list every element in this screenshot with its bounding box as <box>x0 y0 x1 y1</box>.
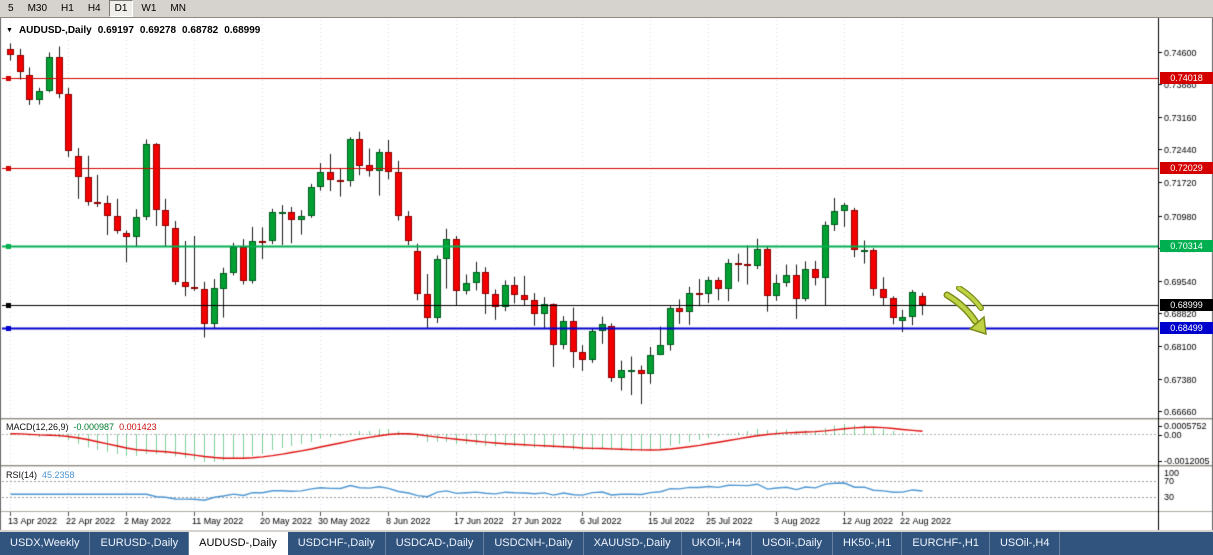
symbol-dropdown-icon[interactable]: ▼ <box>6 26 13 34</box>
tab-ukoil-h4[interactable]: UKOil-,H4 <box>682 532 753 555</box>
macd-name: MACD(12,26,9) <box>6 422 69 432</box>
price-level-tag: 0.68999 <box>1160 299 1213 311</box>
price-chart-canvas[interactable] <box>0 18 1213 530</box>
tab-usdcad-daily[interactable]: USDCAD-,Daily <box>386 532 485 555</box>
price-level-tag: 0.70314 <box>1160 240 1213 252</box>
timeframe-button-w1[interactable]: W1 <box>141 3 157 14</box>
arrow-head <box>968 315 987 336</box>
rsi-name: RSI(14) <box>6 470 38 480</box>
down-arrow-annotation[interactable] <box>942 286 996 338</box>
tab-audusd-daily[interactable]: AUDUSD-,Daily <box>189 532 288 555</box>
timeframe-button-h1[interactable]: H1 <box>61 3 74 14</box>
ohlc-close: 0.68999 <box>224 25 261 36</box>
chart-tabs-bar: USDX,Weekly EURUSD-,Daily AUDUSD-,Daily USD… <box>0 530 1213 555</box>
timeframe-toolbar: 5 M30 H1 H4 D1 W1 MN <box>0 0 1213 18</box>
timeframe-button-d1[interactable]: D1 <box>108 0 134 17</box>
tab-usoil-daily[interactable]: USOil-,Daily <box>752 532 834 555</box>
price-level-tag: 0.72029 <box>1160 162 1213 174</box>
chart-window: ▼ AUDUSD-,Daily 0.69197 0.69278 0.68782 … <box>0 18 1213 530</box>
chart-ohlc-header: ▼ AUDUSD-,Daily 0.69197 0.69278 0.68782 … <box>6 25 260 36</box>
ohlc-low: 0.68782 <box>182 25 219 36</box>
tab-xauusd-daily[interactable]: XAUUSD-,Daily <box>584 532 682 555</box>
tab-eurchf-h1[interactable]: EURCHF-,H1 <box>902 532 990 555</box>
timeframe-button-mn[interactable]: MN <box>170 3 186 14</box>
ohlc-open: 0.69197 <box>97 25 134 36</box>
macd-main-value: -0.000987 <box>73 422 115 432</box>
macd-indicator-label: MACD(12,26,9) -0.000987 0.001423 <box>6 422 157 432</box>
arrow-shaft <box>945 293 977 323</box>
tab-hk50-h1[interactable]: HK50-,H1 <box>833 532 903 555</box>
rsi-indicator-label: RSI(14) 45.2358 <box>6 470 75 480</box>
price-level-tag: 0.74018 <box>1160 72 1213 84</box>
rsi-value: 45.2358 <box>42 470 75 480</box>
timeframe-button-h4[interactable]: H4 <box>87 3 101 14</box>
timeframe-button-5[interactable]: 5 <box>8 3 14 14</box>
tab-usdchf-daily[interactable]: USDCHF-,Daily <box>288 532 386 555</box>
tab-usoil-h4[interactable]: USOil-,H4 <box>990 532 1061 555</box>
macd-signal-value: 0.001423 <box>119 422 157 432</box>
arrow-shaft2 <box>957 286 983 310</box>
tab-usdx-weekly[interactable]: USDX,Weekly <box>0 532 91 555</box>
tab-eurusd-daily[interactable]: EURUSD-,Daily <box>90 532 190 555</box>
ohlc-high: 0.69278 <box>139 25 177 36</box>
symbol-title: AUDUSD-,Daily <box>18 25 92 36</box>
price-level-tag: 0.68499 <box>1160 322 1213 334</box>
tab-usdcnh-daily[interactable]: USDCNH-,Daily <box>484 532 584 555</box>
timeframe-button-m30[interactable]: M30 <box>27 3 48 14</box>
